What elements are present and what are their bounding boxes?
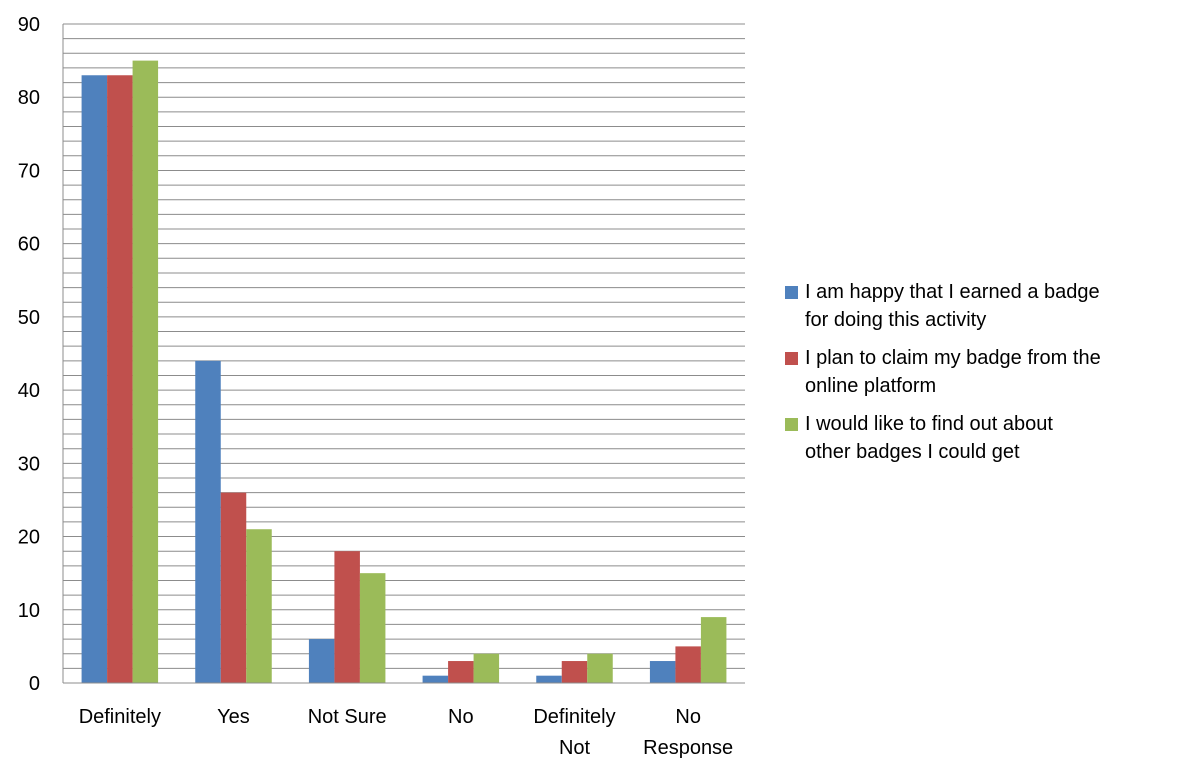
- bar: [195, 360, 221, 683]
- y-tick-label: 40: [18, 380, 40, 402]
- legend-label: I am happy that I earned a badge: [805, 281, 1100, 303]
- legend-item: I plan to claim my badge from the online …: [785, 344, 1175, 400]
- bar: [132, 60, 159, 684]
- x-tick-label: Not Sure: [308, 706, 387, 728]
- legend-label: online platform: [805, 375, 937, 397]
- bar: [649, 661, 676, 683]
- bar: [561, 661, 588, 683]
- x-tick-label: No: [675, 706, 701, 728]
- legend: I am happy that I earned a badge for doin…: [785, 278, 1175, 476]
- bar: [422, 675, 449, 683]
- legend-swatch: [785, 352, 798, 365]
- legend-label: I would like to find out about: [805, 413, 1053, 435]
- bar: [359, 573, 386, 683]
- bar: [220, 492, 247, 683]
- x-tick-label: Response: [643, 737, 733, 759]
- bar: [473, 653, 500, 683]
- y-tick-label: 70: [18, 160, 40, 182]
- y-tick-label: 0: [29, 673, 40, 695]
- bar: [675, 646, 701, 683]
- bar: [536, 675, 562, 683]
- y-tick-label: 60: [18, 234, 40, 256]
- x-tick-label: Definitely: [533, 706, 615, 728]
- bar: [448, 661, 474, 683]
- y-tick-label: 90: [18, 14, 40, 36]
- legend-label: other badges I could get: [805, 441, 1020, 463]
- y-tick-label: 10: [18, 600, 40, 622]
- y-tick-label: 80: [18, 87, 40, 109]
- legend-label: I plan to claim my badge from the: [805, 347, 1101, 369]
- x-tick-label: Yes: [217, 706, 250, 728]
- bar: [334, 551, 360, 683]
- x-tick-label: Not: [559, 737, 591, 759]
- legend-item: I would like to find out about other badg…: [785, 410, 1175, 466]
- y-tick-label: 20: [18, 527, 40, 549]
- bar: [308, 639, 335, 683]
- bar: [587, 653, 613, 683]
- bar: [81, 75, 108, 683]
- x-tick-label: Definitely: [79, 706, 161, 728]
- legend-swatch: [785, 286, 798, 299]
- x-tick-label: No: [448, 706, 474, 728]
- y-tick-label: 50: [18, 307, 40, 329]
- bar: [246, 529, 272, 683]
- legend-label: for doing this activity: [805, 309, 987, 331]
- bar: [107, 75, 133, 683]
- legend-item: I am happy that I earned a badge for doin…: [785, 278, 1175, 334]
- y-tick-label: 30: [18, 453, 40, 475]
- bar: [700, 617, 727, 683]
- legend-swatch: [785, 418, 798, 431]
